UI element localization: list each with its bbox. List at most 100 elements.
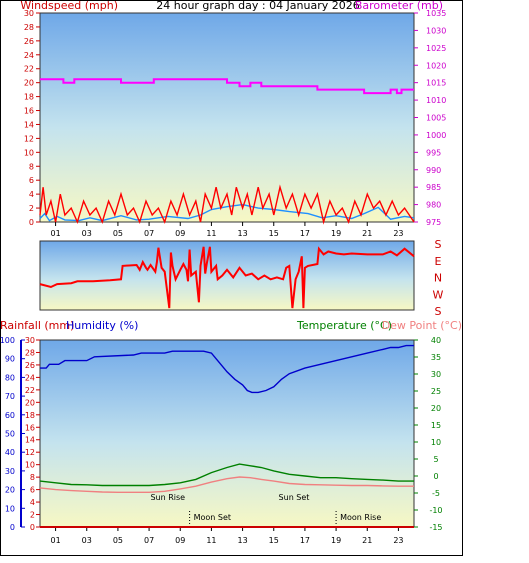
temperature-tick-label: 25 [431, 387, 441, 396]
hour-tick-label: 09 [175, 229, 185, 238]
barometer-series-line [40, 78, 414, 95]
humidity-tick-label: 30 [5, 467, 15, 476]
temperature-tick-label: 15 [431, 421, 441, 430]
barometer-axis-label: Barometer (mb) [355, 0, 443, 12]
hour-tick-label: 13 [237, 536, 247, 545]
hour-tick-label: 11 [206, 229, 216, 238]
direction-tick-label: E [435, 255, 442, 268]
humidity-tick-label: 60 [5, 411, 15, 420]
humidity-tick-label: 100 [0, 336, 15, 345]
humidity-tick-label: 80 [5, 373, 15, 382]
hour-tick-label: 13 [237, 229, 247, 238]
barometer-tick-label: 1035 [426, 9, 446, 18]
wind-tick-label: 28 [24, 23, 34, 32]
direction-tick-label: S [435, 305, 442, 318]
wind-tick-label: 30 [24, 9, 34, 18]
barometer-tick-label: 995 [426, 148, 441, 157]
rain-tick-label: 12 [25, 448, 35, 457]
humidity-tick-label: 10 [5, 504, 15, 513]
barometer-tick-label: 1005 [426, 114, 446, 123]
wind-tick-label: 20 [24, 79, 34, 88]
temperature-tick-label: -10 [429, 506, 442, 515]
dewpoint-series-line [39, 476, 414, 493]
direction-tick-label: S [435, 238, 442, 251]
wind-tick-label: 24 [24, 51, 34, 60]
rain-tick-label: 24 [25, 373, 35, 382]
rainfall-axis-label: Rainfall (mm) [0, 319, 74, 332]
humidity-axis-label: Humidity (%) [66, 319, 138, 332]
barometer-tick-label: 985 [426, 183, 441, 192]
wind-tick-label: 12 [24, 134, 34, 143]
direction-tick-label: N [434, 272, 442, 285]
temperature-series-line [39, 463, 414, 487]
wind-tick-label: 22 [24, 65, 34, 74]
hour-tick-label: 01 [50, 536, 60, 545]
temperature-tick-label: 20 [431, 404, 441, 413]
event-label: Moon Set [194, 513, 231, 522]
humidity-tick-label: 50 [5, 430, 15, 439]
rain-tick-label: 16 [25, 423, 35, 432]
humidity-series-line [40, 344, 414, 394]
hour-tick-label: 05 [113, 536, 123, 545]
hour-tick-label: 03 [82, 229, 92, 238]
dewpoint-axis-label: Dew Point (°C) [382, 319, 462, 332]
humidity-tick-label: 40 [5, 448, 15, 457]
humidity-tick-label: 90 [5, 355, 15, 364]
wind-tick-label: 6 [29, 176, 34, 185]
barometer-tick-label: 1025 [426, 44, 446, 53]
temperature-tick-label: 35 [431, 353, 441, 362]
event-label: Sun Rise [150, 493, 185, 502]
barometer-tick-label: 1020 [426, 61, 446, 70]
hour-tick-label: 19 [331, 229, 341, 238]
rain-tick-label: 6 [30, 486, 35, 495]
hour-tick-label: 21 [362, 536, 372, 545]
barometer-tick-label: 1015 [426, 79, 446, 88]
hour-tick-label: 03 [82, 536, 92, 545]
temperature-tick-label: 5 [433, 455, 438, 464]
wind-tick-label: 14 [24, 120, 34, 129]
rain-tick-label: 18 [25, 411, 35, 420]
rain-humidity-temperature-plot [39, 339, 415, 528]
hour-tick-label: 19 [331, 536, 341, 545]
wind-tick-label: 10 [24, 148, 34, 157]
wind-tick-label: 0 [29, 218, 34, 227]
chart-marks: 0246810121416182022242628309759809859909… [0, 9, 446, 545]
temperature-tick-label: 40 [431, 336, 441, 345]
rain-tick-label: 0 [30, 523, 35, 532]
rain-tick-label: 28 [25, 348, 35, 357]
rain-tick-label: 10 [25, 461, 35, 470]
hour-tick-label: 15 [269, 229, 279, 238]
wind-tick-label: 16 [24, 107, 34, 116]
windspeed-series-line [39, 184, 415, 225]
barometer-tick-label: 990 [426, 166, 441, 175]
rain-tick-label: 8 [30, 473, 35, 482]
wind-tick-label: 8 [29, 162, 34, 171]
event-label: Moon Rise [340, 513, 381, 522]
hour-tick-label: 17 [300, 229, 310, 238]
hour-tick-label: 15 [269, 536, 279, 545]
hour-tick-label: 23 [393, 229, 403, 238]
barometer-tick-label: 1000 [426, 131, 446, 140]
rain-tick-label: 2 [30, 511, 35, 520]
humidity-tick-label: 20 [5, 486, 15, 495]
hour-tick-label: 05 [113, 229, 123, 238]
rain-tick-label: 30 [25, 336, 35, 345]
event-label: Sun Set [279, 493, 310, 502]
barometer-tick-label: 975 [426, 218, 441, 227]
temperature-tick-label: -5 [432, 489, 440, 498]
barometer-tick-label: 1030 [426, 26, 446, 35]
direction-series-line [39, 246, 415, 309]
wind-tick-label: 4 [29, 190, 34, 199]
graph-title: 24 hour graph day : 04 January 2026 [156, 0, 360, 12]
hour-tick-label: 07 [144, 536, 154, 545]
barometer-tick-label: 1010 [426, 96, 446, 105]
temperature-tick-label: -15 [429, 523, 442, 532]
direction-tick-label: W [433, 288, 444, 301]
wind-direction-plot [39, 240, 415, 311]
hour-tick-label: 09 [175, 536, 185, 545]
windspeed-axis-label: Windspeed (mph) [20, 0, 118, 12]
humidity-tick-label: 70 [5, 392, 15, 401]
humidity-tick-label: 0 [10, 523, 15, 532]
rain-tick-label: 26 [25, 361, 35, 370]
